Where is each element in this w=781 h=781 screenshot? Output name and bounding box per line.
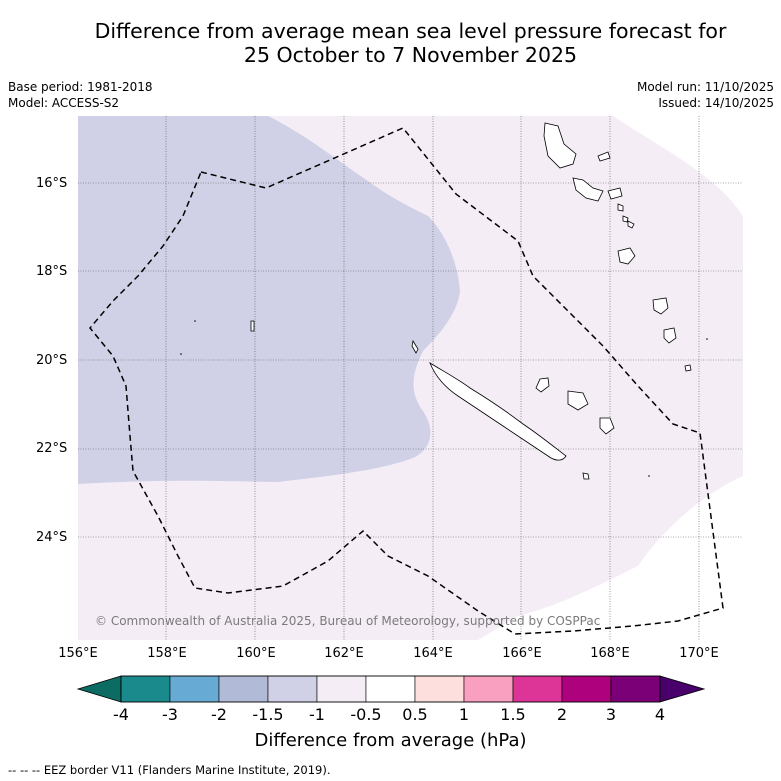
lat-label: 16°S [36, 176, 68, 191]
title-line-2: 25 October to 7 November 2025 [243, 43, 578, 67]
model-run: Model run: 11/10/2025 [636, 80, 774, 94]
colorbar-tick-label: 0.5 [402, 705, 428, 724]
lon-label: 162°E [324, 646, 364, 661]
colorbar-tick-label: -4 [113, 705, 129, 724]
lon-label: 170°E [679, 646, 719, 661]
new-caledonia-island [429, 362, 567, 461]
ambrym-island [607, 187, 623, 200]
lon-label: 166°E [502, 646, 542, 661]
lat-label: 22°S [36, 441, 68, 456]
colorbar-segment [267, 675, 318, 703]
colorbar-tick-label: 4 [654, 705, 666, 724]
colorbar-segment [512, 675, 563, 703]
colorbar-high-extension [659, 675, 706, 703]
reef-dot-1 [194, 320, 196, 322]
colorbar-tick-label: 1.5 [500, 705, 526, 724]
ouvea-island [535, 377, 550, 393]
chart-title: Difference from average mean sea level p… [0, 19, 781, 67]
title-line-1: Difference from average mean sea level p… [94, 19, 727, 43]
lat-label: 24°S [36, 530, 68, 545]
colorbar-segment [218, 675, 269, 703]
reef-dot-4 [706, 338, 708, 340]
reef-dot-2 [180, 353, 182, 355]
colorbar-tick-label: 2 [556, 705, 568, 724]
colorbar-segment [610, 675, 661, 703]
colorbar-frame [120, 675, 661, 703]
eez-footnote: -- -- -- EEZ border V11 (Flanders Marine… [8, 763, 331, 777]
issued-date: Issued: 14/10/2025 [658, 96, 774, 110]
efate-island [617, 247, 636, 265]
maewo-island [597, 151, 611, 162]
colorbar-segment [316, 675, 367, 703]
colorbar-segments [120, 675, 661, 703]
colorbar-tick-label: -0.5 [350, 705, 382, 724]
mare-island [599, 417, 615, 435]
anomaly-region-blue [78, 116, 460, 484]
lon-label: 164°E [413, 646, 453, 661]
eez-border [89, 127, 724, 635]
meta-left: Base period: 1981-2018 Model: ACCESS-S2 [8, 79, 153, 111]
colorbar-segment [365, 675, 416, 703]
epi-islands [617, 203, 635, 229]
erromango-island [652, 297, 669, 315]
lat-label: 20°S [36, 353, 68, 368]
colorbar-segment [169, 675, 220, 703]
colorbar-segment [120, 675, 171, 703]
meta-right: Model run: 11/10/2025 Issued: 14/10/2025 [637, 79, 774, 111]
colorbar-tick-label: -1.5 [252, 705, 284, 724]
colorbar-segment [463, 675, 514, 703]
gridlines [78, 116, 743, 640]
colorbar-segment [561, 675, 612, 703]
model-name: Model: ACCESS-S2 [8, 96, 120, 110]
reef-dot-3 [648, 475, 650, 477]
colorbar-tick-label: -2 [211, 705, 227, 724]
base-period: Base period: 1981-2018 [8, 80, 153, 94]
lon-label: 158°E [147, 646, 187, 661]
colorbar-tick-label: 1 [458, 705, 470, 724]
lifou-island [567, 390, 589, 411]
belep-islands [411, 339, 419, 354]
colorbar-tick-label: -3 [162, 705, 178, 724]
isle-of-pines [582, 472, 590, 480]
colorbar-title: Difference from average (hPa) [254, 730, 527, 751]
colorbar-segment [414, 675, 465, 703]
lat-label: 18°S [36, 264, 68, 279]
colorbar [76, 675, 706, 703]
tanna-island [663, 327, 677, 344]
map-panel [78, 116, 743, 640]
lon-label: 160°E [236, 646, 276, 661]
malekula-island [572, 177, 604, 202]
chesterfield-islands [250, 320, 255, 332]
colorbar-tick-label: 3 [605, 705, 617, 724]
aneityum-island [684, 364, 692, 372]
lon-label: 156°E [58, 646, 98, 661]
espiritu-santo [543, 122, 577, 169]
lon-label: 168°E [590, 646, 630, 661]
colorbar-low-extension [76, 675, 122, 703]
map-svg [78, 116, 743, 640]
copyright-note: © Commonwealth of Australia 2025, Bureau… [95, 614, 601, 628]
colorbar-tick-label: -1 [309, 705, 325, 724]
